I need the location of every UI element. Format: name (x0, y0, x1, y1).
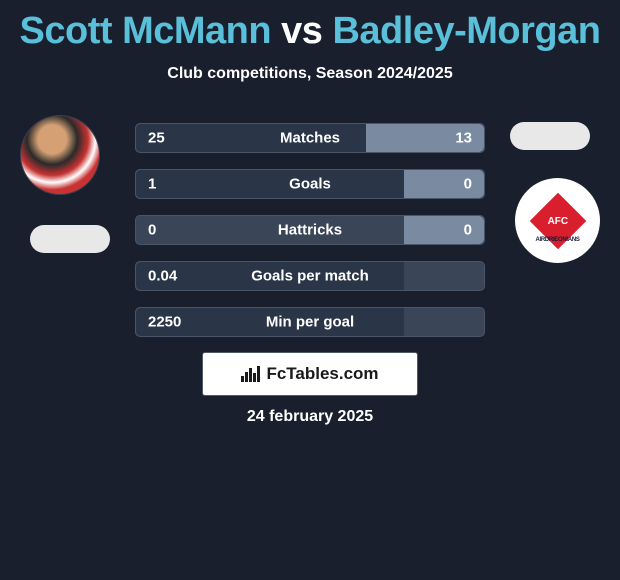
stats-container: 25 Matches 13 1 Goals 0 0 Hattricks 0 0.04 Goals p… (135, 123, 485, 353)
stat-label: Goals per match (251, 268, 369, 285)
stat-label: Matches (280, 130, 340, 147)
player2-club-badge: AFC AIRDRIEONIANS (515, 178, 600, 263)
season-subtitle: Club competitions, Season 2024/2025 (0, 65, 620, 83)
stat-value-left: 2250 (148, 314, 181, 331)
player1-team-chip (30, 225, 110, 253)
stat-row: 1 Goals 0 (135, 169, 485, 199)
stat-value-right: 13 (455, 130, 472, 147)
stat-label: Goals (289, 176, 331, 193)
player1-name: Scott McMann (20, 10, 272, 52)
stat-value-right: 0 (464, 176, 472, 193)
player2-team-chip (510, 122, 590, 150)
badge-club-name: AIRDRIEONIANS (535, 237, 579, 243)
player2-name: Badley-Morgan (332, 10, 600, 52)
stat-bar-left (136, 170, 404, 198)
branding-box: FcTables.com (202, 352, 418, 396)
stat-value-left: 0 (148, 222, 156, 239)
stat-row: 0.04 Goals per match (135, 261, 485, 291)
vs-connector: vs (281, 10, 322, 52)
badge-afc-text: AFC (547, 215, 568, 226)
stat-value-left: 0.04 (148, 268, 177, 285)
branding-text: FcTables.com (266, 364, 378, 384)
stat-label: Min per goal (266, 314, 354, 331)
stat-row: 2250 Min per goal (135, 307, 485, 337)
stat-label: Hattricks (278, 222, 342, 239)
stat-value-right: 0 (464, 222, 472, 239)
stat-value-left: 25 (148, 130, 165, 147)
stat-value-left: 1 (148, 176, 156, 193)
stat-row: 0 Hattricks 0 (135, 215, 485, 245)
stat-row: 25 Matches 13 (135, 123, 485, 153)
comparison-title: Scott McMann vs Badley-Morgan (0, 0, 620, 53)
bar-chart-icon (241, 366, 260, 382)
player1-avatar (20, 115, 100, 195)
snapshot-date: 24 february 2025 (247, 408, 373, 426)
